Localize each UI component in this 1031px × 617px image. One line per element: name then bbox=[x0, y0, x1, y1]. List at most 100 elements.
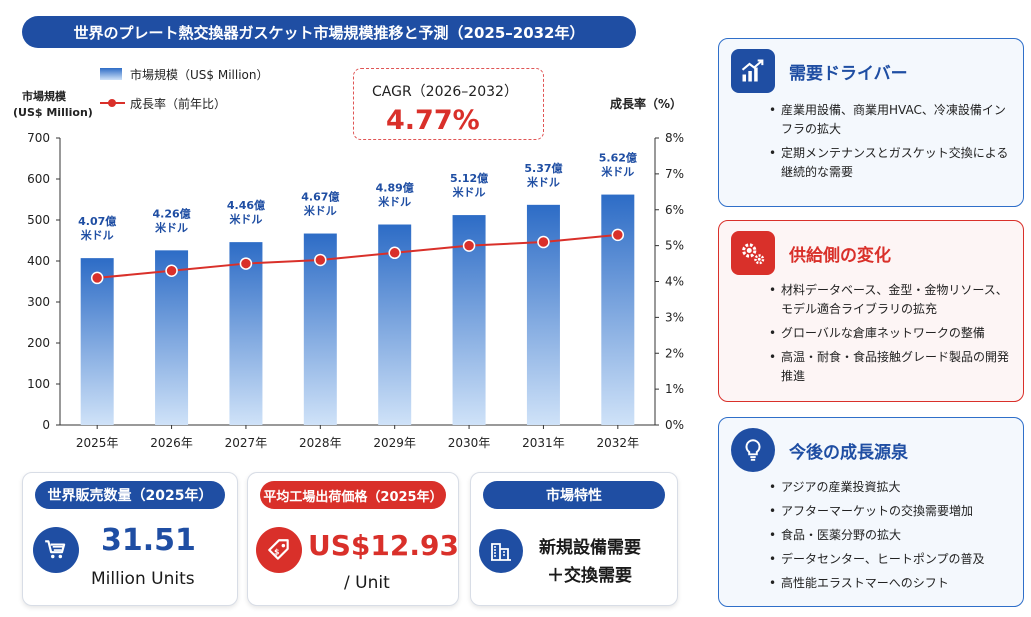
y-axis-left-title-line1: 市場規模 bbox=[22, 89, 67, 103]
sales-volume-value: 31.51 bbox=[101, 523, 196, 558]
list-item: グローバルな倉庫ネットワークの整備 bbox=[769, 324, 1013, 343]
list-item: アフターマーケットの交換需要増加 bbox=[769, 502, 1013, 521]
growth-rate-line bbox=[97, 233, 618, 279]
x-tick-label: 2027年 bbox=[225, 436, 268, 450]
y-tick-label-left: 200 bbox=[27, 336, 50, 350]
growth-rate-point bbox=[314, 253, 327, 267]
growth-sources-panel: 今後の成長源泉 アジアの産業投資拡大 アフターマーケットの交換需要増加 食品・医… bbox=[718, 417, 1024, 607]
gears-icon bbox=[731, 231, 775, 275]
bar-data-label: 4.46億 bbox=[227, 198, 265, 212]
demand-drivers-title: 需要ドライバー bbox=[789, 63, 908, 84]
y-tick-label-right: 1% bbox=[665, 382, 684, 396]
cagr-label: CAGR（2026–2032） bbox=[372, 84, 518, 100]
bar-data-label-unit: 米ドル bbox=[154, 220, 188, 234]
growth-rate-point bbox=[239, 257, 253, 270]
growth-rate-point bbox=[90, 271, 104, 285]
cagr-value: 4.77% bbox=[386, 105, 480, 136]
y-tick-label-right: 3% bbox=[665, 310, 684, 324]
bar-data-label-unit: 米ドル bbox=[526, 175, 560, 189]
growth-rate-point bbox=[388, 246, 401, 260]
y-tick-label-right: 0% bbox=[665, 418, 684, 432]
x-tick-label: 2031年 bbox=[522, 436, 565, 450]
x-tick-label: 2028年 bbox=[299, 436, 342, 450]
list-item: アジアの産業投資拡大 bbox=[769, 478, 1013, 497]
bar-data-label: 5.37億 bbox=[524, 161, 562, 175]
y-tick-label-right: 5% bbox=[665, 239, 684, 253]
bar-data-label-unit: 米ドル bbox=[452, 185, 486, 199]
y-tick-label-left: 100 bbox=[27, 377, 50, 391]
y-tick-label-right: 7% bbox=[665, 167, 684, 181]
growth-sources-title: 今後の成長源泉 bbox=[789, 442, 908, 463]
legend-line-marker bbox=[108, 99, 116, 107]
bar-data-label: 4.07億 bbox=[78, 214, 116, 228]
supply-side-title: 供給側の変化 bbox=[789, 245, 891, 266]
svg-text:$: $ bbox=[274, 547, 279, 556]
market-traits-label: 市場特性 bbox=[483, 481, 665, 509]
bar-data-label: 4.89億 bbox=[376, 181, 414, 195]
bar-data-label: 4.67億 bbox=[301, 190, 339, 204]
y-tick-label-left: 600 bbox=[27, 172, 50, 186]
bar-data-label: 5.12億 bbox=[450, 171, 488, 185]
list-item: 定期メンテナンスとガスケット交換による継続的な需要 bbox=[769, 144, 1013, 182]
y-axis-left-title-line2: (US$ Million) bbox=[13, 106, 93, 119]
x-tick-label: 2032年 bbox=[597, 436, 640, 450]
building-icon bbox=[479, 529, 523, 573]
bar-data-label-unit: 米ドル bbox=[303, 204, 337, 218]
growth-rate-point bbox=[611, 228, 625, 242]
chart-legend: 市場規模（US$ Million） 成長率（前年比） bbox=[100, 67, 269, 111]
bar-data-label-unit: 米ドル bbox=[600, 165, 634, 179]
list-item: 高性能エラストマーへのシフト bbox=[769, 574, 1013, 593]
bar-2 bbox=[155, 250, 189, 425]
market-traits-line1: 新規設備需要 bbox=[539, 538, 641, 558]
bar-data-label: 5.62億 bbox=[599, 151, 637, 165]
sales-volume-unit: Million Units bbox=[91, 569, 195, 589]
growth-rate-point bbox=[462, 239, 476, 252]
bar-data-label: 4.26億 bbox=[152, 206, 190, 220]
x-tick-label: 2029年 bbox=[373, 436, 416, 450]
bar-data-label-unit: 米ドル bbox=[377, 195, 411, 209]
sales-volume-label: 世界販売数量（2025年） bbox=[35, 481, 225, 509]
bar-3 bbox=[229, 242, 263, 425]
factory-price-card: 平均工場出荷価格（2025年） $ US$12.93 / Unit bbox=[247, 472, 459, 606]
y-tick-label-right: 6% bbox=[665, 203, 684, 217]
y-tick-label-left: 300 bbox=[27, 295, 50, 309]
list-item: 食品・医薬分野の拡大 bbox=[769, 526, 1013, 545]
list-item: データセンター、ヒートポンプの普及 bbox=[769, 550, 1013, 569]
list-item: 材料データベース、金型・金物リソース、モデル適合ライブラリの拡充 bbox=[769, 281, 1013, 319]
rising-chart-icon bbox=[731, 49, 775, 93]
list-item: 産業用設備、商業用HVAC、冷凍設備インフラの拡大 bbox=[769, 101, 1013, 139]
legend-bar-label: 市場規模（US$ Million） bbox=[130, 67, 269, 82]
y-tick-label-left: 500 bbox=[27, 213, 50, 227]
list-item: 高温・耐食・食品接触グレード製品の開発推進 bbox=[769, 348, 1013, 386]
x-tick-label: 2026年 bbox=[150, 436, 193, 450]
legend-line-label: 成長率（前年比） bbox=[130, 96, 226, 111]
market-traits-card: 市場特性 新規設備需要 ＋交換需要 bbox=[470, 472, 678, 606]
y-tick-label-left: 0 bbox=[42, 418, 50, 432]
y-tick-label-right: 8% bbox=[665, 131, 684, 145]
market-traits-line2: ＋交換需要 bbox=[547, 566, 632, 586]
shopping-cart-icon bbox=[33, 527, 79, 573]
x-tick-label: 2025年 bbox=[76, 436, 119, 450]
supply-side-panel: 供給側の変化 材料データベース、金型・金物リソース、モデル適合ライブラリの拡充 … bbox=[718, 220, 1024, 402]
factory-price-value: US$12.93 bbox=[308, 529, 459, 562]
bar-1 bbox=[80, 258, 114, 425]
demand-drivers-panel: 需要ドライバー 産業用設備、商業用HVAC、冷凍設備インフラの拡大 定期メンテナ… bbox=[718, 38, 1024, 207]
lightbulb-icon bbox=[731, 428, 775, 472]
factory-price-label: 平均工場出荷価格（2025年） bbox=[260, 481, 446, 509]
x-tick-label: 2030年 bbox=[448, 436, 491, 450]
y-tick-label-right: 2% bbox=[665, 346, 684, 360]
growth-rate-point bbox=[165, 264, 178, 277]
legend-bar-swatch bbox=[100, 68, 122, 80]
cagr-callout: CAGR（2026–2032） 4.77% bbox=[353, 68, 544, 140]
y-tick-label-left: 700 bbox=[27, 131, 50, 145]
y-tick-label-left: 400 bbox=[27, 254, 50, 268]
y-tick-label-right: 4% bbox=[665, 275, 684, 289]
y-axis-right-title: 成長率（%） bbox=[610, 96, 682, 111]
factory-price-unit: / Unit bbox=[344, 573, 390, 593]
market-chart: 市場規模（US$ Million） 成長率（前年比） 市場規模 (US$ Mil… bbox=[13, 67, 684, 450]
sales-volume-card: 世界販売数量（2025年） 31.51 Million Units bbox=[22, 472, 238, 606]
growth-rate-point bbox=[537, 235, 550, 249]
price-tag-icon: $ bbox=[256, 527, 302, 573]
bar-data-label-unit: 米ドル bbox=[80, 228, 114, 242]
page-title: 世界のプレート熱交換器ガスケット市場規模推移と予測（2025–2032年） bbox=[22, 16, 636, 48]
